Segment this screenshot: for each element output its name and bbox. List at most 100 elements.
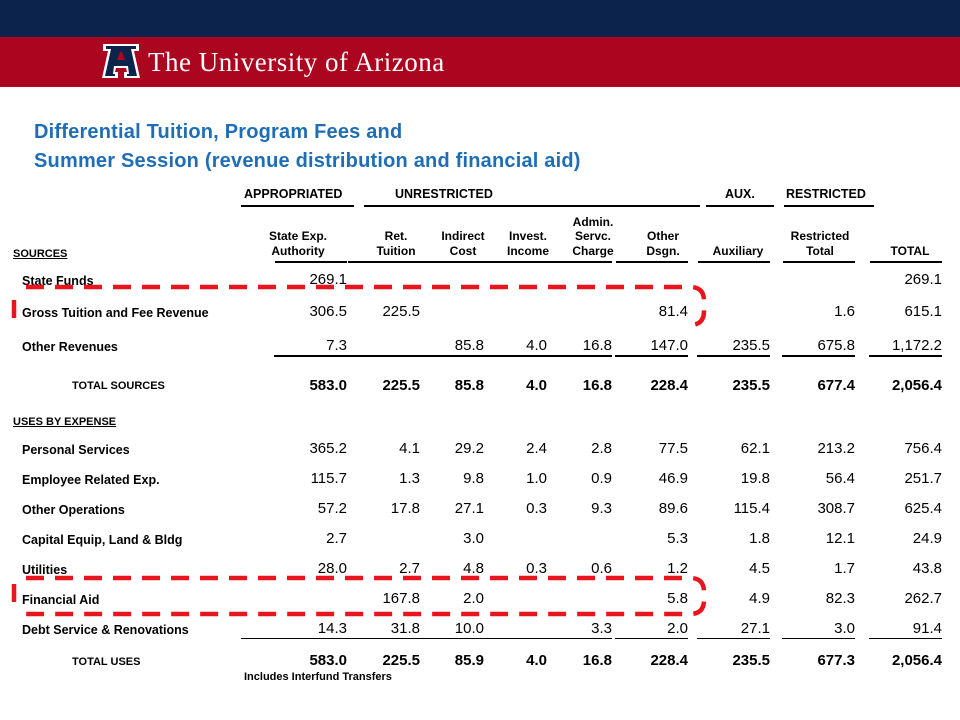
source-cell: 615.1 — [904, 303, 942, 320]
use-subtotal-line-6 — [697, 638, 770, 639]
use-cell: 77.5 — [658, 440, 688, 457]
column-header-underline-0 — [275, 261, 347, 263]
column-header-line: State Exp. — [268, 229, 328, 243]
source-cell: 306.5 — [309, 303, 347, 320]
total-uses-cell: 583.0 — [309, 652, 347, 669]
subtotal-line-0 — [274, 355, 380, 357]
group-header-1: UNRESTRICTED — [395, 187, 493, 201]
sources-heading: SOURCES — [13, 248, 68, 260]
subtotal-line-5 — [615, 355, 688, 357]
column-header-line: Invest. — [508, 229, 547, 243]
column-header-line: Indirect — [441, 229, 485, 243]
top-navy-bar — [0, 0, 960, 37]
source-cell: 4.0 — [526, 337, 547, 354]
total-uses-cell: 225.5 — [382, 652, 420, 669]
use-cell: 2.7 — [399, 560, 420, 577]
total-sources-cell: 228.4 — [650, 377, 688, 394]
use-cell: 3.0 — [834, 620, 855, 637]
use-cell: 27.1 — [740, 620, 770, 637]
use-row-label: Debt Service & Renovations — [22, 623, 189, 637]
use-cell: 4.8 — [463, 560, 484, 577]
source-cell: 269.1 — [309, 271, 347, 288]
column-header-7: Restricted Total — [780, 229, 860, 258]
use-subtotal-line-2 — [411, 638, 484, 639]
use-cell: 62.1 — [740, 440, 770, 457]
university-logo-icon — [102, 44, 140, 78]
use-cell: 10.0 — [454, 620, 484, 637]
use-cell: 5.3 — [667, 530, 688, 547]
use-cell: 625.4 — [904, 500, 942, 517]
column-header-line: Charge — [572, 243, 614, 258]
column-header-8: TOTAL — [870, 244, 950, 259]
use-cell: 2.4 — [526, 440, 547, 457]
column-header-line: Other — [646, 229, 679, 243]
use-row-label: Personal Services — [22, 443, 130, 457]
use-cell: 27.1 — [454, 500, 484, 517]
use-cell: 28.0 — [317, 560, 347, 577]
title-line-1: Differential Tuition, Program Fees and — [34, 121, 403, 143]
source-row-label: State Funds — [22, 274, 94, 288]
use-row-label: Utilities — [22, 563, 68, 577]
use-cell: 308.7 — [817, 500, 855, 517]
source-cell: 1.6 — [834, 303, 855, 320]
column-header-line: Dsgn. — [646, 243, 680, 258]
column-header-line: Auxiliary — [712, 243, 764, 258]
subtotal-line-2 — [411, 355, 484, 357]
use-cell: 0.6 — [591, 560, 612, 577]
use-cell: 19.8 — [740, 470, 770, 487]
total-sources-cell: 225.5 — [382, 377, 420, 394]
source-cell: 81.4 — [658, 303, 688, 320]
use-cell: 3.0 — [463, 530, 484, 547]
use-row-label: Financial Aid — [22, 593, 100, 607]
highlight-box-financial-aid — [11, 575, 707, 617]
column-header-line: Admin. — [572, 214, 614, 229]
subtotal-line-8 — [869, 355, 942, 357]
use-cell: 0.3 — [526, 500, 547, 517]
university-banner — [0, 37, 960, 87]
column-header-line: Tuition — [376, 243, 416, 258]
use-cell: 29.2 — [454, 440, 484, 457]
source-cell: 675.8 — [817, 337, 855, 354]
total-uses-cell: 4.0 — [526, 652, 547, 669]
group-underline-2 — [706, 205, 774, 207]
use-cell: 4.1 — [399, 440, 420, 457]
total-uses-cell: 235.5 — [732, 652, 770, 669]
total-uses-cell: 228.4 — [650, 652, 688, 669]
total-uses-label: TOTAL USES — [72, 656, 141, 668]
page-title: Differential Tuition, Program Fees and S… — [34, 118, 581, 176]
subtotal-line-7 — [782, 355, 855, 357]
total-uses-cell: 85.9 — [454, 652, 484, 669]
total-uses-cell: 16.8 — [582, 652, 612, 669]
column-header-0: State Exp. Authority — [258, 229, 338, 258]
use-cell: 14.3 — [317, 620, 347, 637]
column-header-underline-6 — [698, 261, 770, 263]
use-cell: 4.9 — [749, 590, 770, 607]
column-header-line: Ret. — [384, 229, 408, 243]
group-underline-3 — [784, 205, 874, 207]
use-cell: 82.3 — [825, 590, 855, 607]
total-sources-cell: 677.4 — [817, 377, 855, 394]
use-subtotal-line-0 — [241, 638, 347, 639]
use-cell: 1.8 — [749, 530, 770, 547]
use-cell: 2.0 — [667, 620, 688, 637]
use-subtotal-line-5 — [615, 638, 688, 639]
use-cell: 89.6 — [658, 500, 688, 517]
use-cell: 5.8 — [667, 590, 688, 607]
column-header-6: Auxiliary — [698, 244, 778, 259]
source-cell: 225.5 — [382, 303, 420, 320]
use-cell: 0.9 — [591, 470, 612, 487]
use-subtotal-line-4 — [539, 638, 612, 639]
column-header-underline-5 — [616, 261, 688, 263]
use-row-label: Other Operations — [22, 503, 125, 517]
group-header-3: RESTRICTED — [786, 187, 866, 201]
column-header-line: Authority — [271, 243, 325, 258]
subtotal-line-6 — [697, 355, 770, 357]
highlight-box-tuition — [11, 284, 707, 328]
use-cell: 3.3 — [591, 620, 612, 637]
column-header-line: Income — [506, 243, 549, 258]
use-cell: 1.0 — [526, 470, 547, 487]
source-cell: 269.1 — [904, 271, 942, 288]
use-cell: 756.4 — [904, 440, 942, 457]
column-header-underline-8 — [870, 261, 942, 263]
